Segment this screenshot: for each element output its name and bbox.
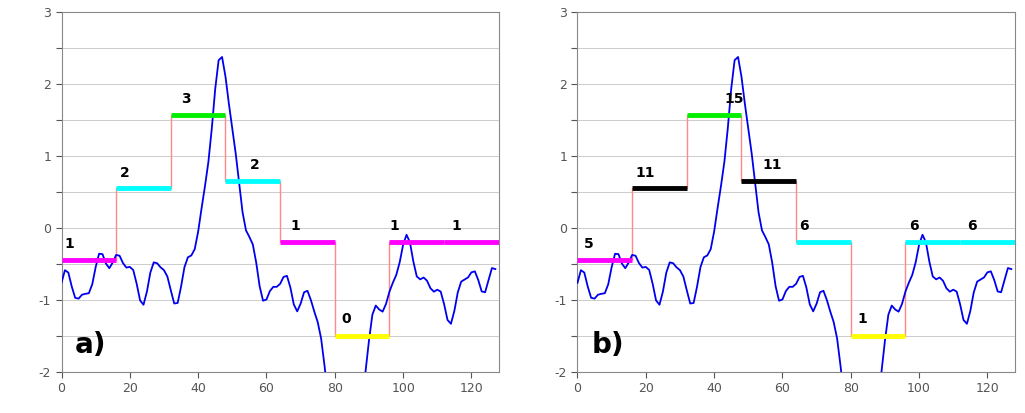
Text: 1: 1	[65, 237, 75, 251]
Text: 6: 6	[909, 219, 918, 233]
Text: 6: 6	[800, 219, 809, 233]
Text: 6: 6	[967, 219, 977, 233]
Text: 1: 1	[858, 312, 867, 326]
Text: 3: 3	[181, 92, 191, 106]
Text: 1: 1	[451, 219, 460, 233]
Text: 11: 11	[636, 166, 655, 180]
Text: 11: 11	[762, 158, 781, 172]
Text: b): b)	[591, 331, 624, 359]
Text: 2: 2	[249, 158, 259, 172]
Text: 2: 2	[120, 166, 129, 180]
Text: 5: 5	[584, 237, 594, 251]
Text: 0: 0	[341, 312, 352, 326]
Text: 15: 15	[725, 92, 744, 106]
Text: 1: 1	[290, 219, 300, 233]
Text: a): a)	[75, 331, 107, 359]
Text: 1: 1	[390, 219, 399, 233]
